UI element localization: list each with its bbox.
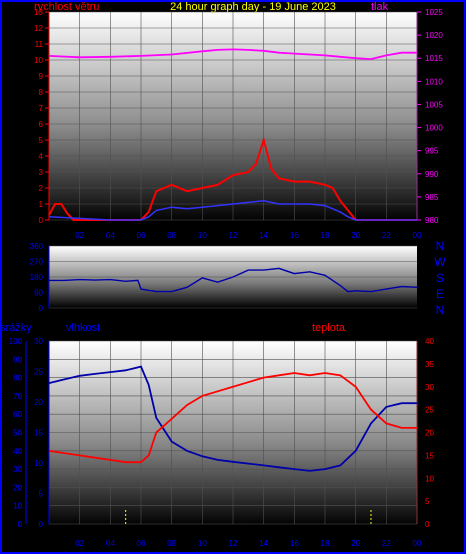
x-tick-label: 02	[75, 539, 84, 548]
temperature-y-tick-label: 10	[425, 474, 434, 483]
rain-y-tick-label: 0	[18, 520, 23, 529]
humidity-y-tick-label: 20	[34, 398, 43, 407]
wind-direction-line	[49, 267, 418, 293]
humidity-y-tick-label: 25	[34, 368, 43, 377]
rain-y-tick-label: 30	[13, 465, 22, 474]
wind-gust-line	[48, 200, 417, 221]
wind-y-tick-label: 0	[39, 216, 44, 225]
direction-label-n-bottom: N	[436, 303, 445, 317]
humidity-y-tick-label: 30	[34, 337, 43, 346]
chart-marks: 0123456789101112139809859909951000100510…	[9, 8, 444, 548]
x-tick-label: 06	[137, 231, 146, 240]
x-tick-label: 14	[259, 231, 268, 240]
temperature-y-tick-label: 5	[425, 497, 430, 506]
wind-y-tick-label: 11	[35, 40, 44, 49]
x-tick-label: 02	[75, 231, 84, 240]
temperature-y-tick-label: 25	[425, 406, 434, 415]
humidity-y-tick-label: 0	[39, 520, 44, 529]
pressure-y-tick-label: 1005	[425, 100, 443, 109]
x-tick-label: 12	[229, 231, 238, 240]
wind-y-tick-label: 2	[39, 184, 44, 193]
rain-y-tick-label: 20	[13, 483, 22, 492]
temperature-label: teplota	[312, 322, 346, 334]
x-tick-label: 04	[106, 539, 115, 548]
x-tick-label: 18	[321, 231, 330, 240]
direction-y-tick-label: 0	[39, 304, 44, 313]
temperature-line	[48, 372, 417, 464]
temperature-y-tick-label: 35	[425, 360, 434, 369]
rain-y-tick-label: 80	[13, 374, 22, 383]
wind-y-tick-label: 9	[39, 72, 44, 81]
rain-y-tick-label: 70	[13, 392, 22, 401]
x-tick-label: 18	[321, 539, 330, 548]
wind-speed-line	[48, 136, 417, 221]
rain-y-tick-label: 10	[13, 502, 22, 511]
temperature-y-tick-label: 40	[425, 337, 434, 346]
direction-y-tick-label: 270	[30, 258, 44, 267]
direction-y-tick-label: 180	[30, 273, 44, 282]
pressure-line	[48, 48, 417, 61]
temperature-y-tick-label: 0	[425, 520, 430, 529]
x-tick-label: 14	[259, 539, 268, 548]
rain-y-tick-label: 40	[13, 447, 22, 456]
x-tick-label: 00	[413, 231, 422, 240]
wind-y-tick-label: 3	[39, 168, 44, 177]
direction-label-w: W	[434, 255, 446, 269]
pressure-label: tlak	[371, 1, 389, 13]
direction-label-s: S	[436, 271, 444, 285]
humidity-y-tick-label: 10	[34, 459, 43, 468]
x-tick-label: 20	[351, 539, 360, 548]
humidity-y-tick-label: 5	[39, 490, 44, 499]
humidity-line	[48, 365, 417, 472]
pressure-y-tick-label: 1010	[425, 77, 443, 86]
wind-speed-label: rychlost větru	[34, 1, 99, 13]
wind-y-tick-label: 12	[34, 24, 43, 33]
chart-title: 24 hour graph day - 19 June 2023	[170, 1, 336, 13]
pressure-y-tick-label: 990	[425, 170, 439, 179]
temperature-y-tick-label: 30	[425, 383, 434, 392]
x-tick-label: 20	[351, 231, 360, 240]
x-tick-label: 00	[413, 539, 422, 548]
x-tick-label: 22	[382, 231, 391, 240]
humidity-y-tick-label: 15	[34, 429, 43, 438]
x-tick-label: 08	[167, 231, 176, 240]
rain-y-tick-label: 100	[9, 337, 23, 346]
wind-y-tick-label: 1	[39, 200, 44, 209]
direction-label-n-top: N	[436, 239, 445, 253]
wind-y-tick-label: 4	[39, 152, 44, 161]
direction-label-e: E	[436, 287, 444, 301]
x-tick-label: 06	[137, 539, 146, 548]
direction-y-tick-label: 90	[34, 289, 43, 298]
x-tick-label: 12	[229, 539, 238, 548]
pressure-y-tick-label: 1020	[425, 31, 443, 40]
pressure-y-tick-label: 985	[425, 193, 439, 202]
temperature-y-tick-label: 20	[425, 429, 434, 438]
rain-label: srážky	[0, 322, 32, 334]
wind-y-tick-label: 10	[34, 56, 43, 65]
wind-y-tick-label: 6	[39, 120, 44, 129]
wind-y-tick-label: 8	[39, 88, 44, 97]
rain-y-tick-label: 90	[13, 355, 22, 364]
humidity-label: vlhkost	[66, 322, 100, 334]
temperature-y-tick-label: 15	[425, 451, 434, 460]
x-tick-label: 16	[290, 539, 299, 548]
pressure-y-tick-label: 1025	[425, 8, 443, 17]
rain-y-tick-label: 50	[13, 429, 22, 438]
pressure-y-tick-label: 980	[425, 216, 439, 225]
pressure-y-tick-label: 1000	[425, 124, 443, 133]
pressure-y-tick-label: 995	[425, 147, 439, 156]
rain-y-tick-label: 60	[13, 410, 22, 419]
x-tick-label: 10	[198, 231, 207, 240]
direction-y-tick-label: 360	[30, 242, 44, 251]
wind-y-tick-label: 5	[39, 136, 44, 145]
wind-y-tick-label: 13	[34, 8, 43, 17]
x-tick-label: 16	[290, 231, 299, 240]
x-tick-label: 22	[382, 539, 391, 548]
x-tick-label: 08	[167, 539, 176, 548]
pressure-y-tick-label: 1015	[425, 54, 443, 63]
x-tick-label: 04	[106, 231, 115, 240]
wind-y-tick-label: 7	[39, 104, 44, 113]
x-tick-label: 10	[198, 539, 207, 548]
